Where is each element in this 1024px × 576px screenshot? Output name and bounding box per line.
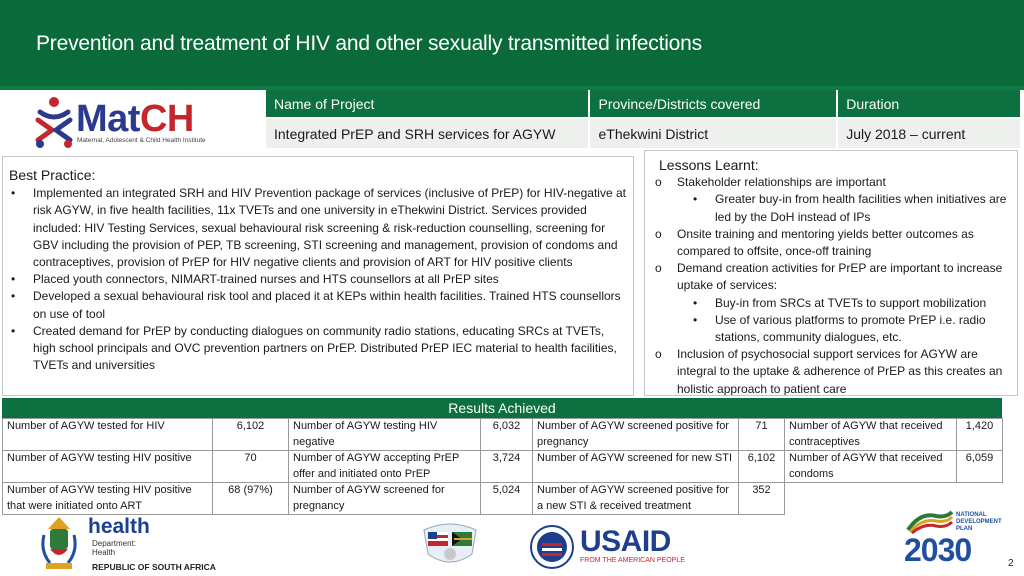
list-item: o Onsite training and mentoring yields b… xyxy=(651,226,1011,260)
result-value: 6,102 xyxy=(212,418,289,451)
result-value: 6,059 xyxy=(956,450,1003,483)
ndp-label: NATIONAL DEVELOPMENT PLAN xyxy=(956,512,1002,533)
project-province: eThekwini District xyxy=(589,117,839,148)
bullet-marker: o xyxy=(655,347,662,362)
best-practice-title: Best Practice: xyxy=(9,167,96,183)
project-duration: July 2018 – current xyxy=(837,117,1022,148)
best-practice-list: Implemented an integrated SRH and HIV Pr… xyxy=(9,185,627,374)
lessons-learnt-title: Lessons Learnt: xyxy=(659,157,759,173)
match-wordmark-part1: Mat xyxy=(76,98,140,140)
result-label: Number of AGYW screened positive for pre… xyxy=(532,418,739,451)
lesson-text: Onsite training and mentoring yields bet… xyxy=(677,226,974,259)
page-title: Prevention and treatment of HIV and othe… xyxy=(36,32,702,55)
project-header-province: Province/Districts covered xyxy=(589,90,839,118)
result-label: Number of AGYW that received condoms xyxy=(784,450,957,483)
page-number: 2 xyxy=(1008,558,1014,569)
results-table: Number of AGYW tested for HIV 6,102 Numb… xyxy=(2,418,1003,515)
usaid-wordmark: USAID xyxy=(580,525,671,558)
usaid-logo: USAID FROM THE AMERICAN PEOPLE xyxy=(530,525,690,569)
result-label: Number of AGYW tested for HIV xyxy=(2,418,213,451)
list-item: o Demand creation activities for PrEP ar… xyxy=(651,260,1011,346)
bullet-marker: o xyxy=(655,226,662,241)
health-dept-line2: Health xyxy=(92,548,116,557)
table-row: Number of AGYW testing HIV positive that… xyxy=(2,482,1003,515)
list-item: Developed a sexual behavioural risk tool… xyxy=(9,288,627,322)
match-tagline: Maternal, Adolescent & Child Health Inst… xyxy=(77,137,206,144)
result-value: 6,032 xyxy=(480,418,533,451)
lesson-text: Demand creation activities for PrEP are … xyxy=(677,261,1003,293)
result-value: 71 xyxy=(738,418,785,451)
result-value: 6,102 xyxy=(738,450,785,483)
result-value: 1,420 xyxy=(956,418,1003,451)
list-item: Placed youth connectors, NIMART-trained … xyxy=(9,271,627,288)
match-wordmark: MatCH xyxy=(76,98,194,141)
project-value-row: Integrated PrEP and SRH services for AGY… xyxy=(266,117,1022,148)
usaid-tagline: FROM THE AMERICAN PEOPLE xyxy=(580,557,685,564)
bullet-marker: o xyxy=(655,261,662,276)
result-value: 68 (97%) xyxy=(212,482,289,515)
list-item: Implemented an integrated SRH and HIV Pr… xyxy=(9,185,627,271)
result-label: Number of AGYW that received contracepti… xyxy=(784,418,957,451)
result-label: Number of AGYW screened for new STI xyxy=(532,450,739,483)
list-item: Greater buy-in from health facilities wh… xyxy=(677,191,1011,225)
lesson-sublist: Greater buy-in from health facilities wh… xyxy=(677,191,1011,225)
coat-of-arms-icon xyxy=(41,517,77,569)
ndp-year: 2030 xyxy=(904,532,972,568)
result-value: 3,724 xyxy=(480,450,533,483)
result-label: Number of AGYW testing HIV positive that… xyxy=(2,482,213,515)
project-header-duration: Duration xyxy=(837,90,1022,118)
project-header-name: Name of Project xyxy=(266,90,591,118)
project-header-row: Name of Project Province/Districts cover… xyxy=(266,90,1022,118)
results-title: Results Achieved xyxy=(2,398,1002,418)
project-table: Name of Project Province/Districts cover… xyxy=(266,90,1022,148)
list-item: Buy-in from SRCs at TVETs to support mob… xyxy=(677,295,1011,312)
flag-swoosh-icon xyxy=(906,510,954,534)
table-row: Number of AGYW testing HIV positive 70 N… xyxy=(2,450,1003,483)
list-item: Use of various platforms to promote PrEP… xyxy=(677,312,1011,346)
table-row: Number of AGYW tested for HIV 6,102 Numb… xyxy=(2,418,1003,451)
health-wordmark: health xyxy=(88,515,150,538)
lessons-learnt-box: Lessons Learnt: o Stakeholder relationsh… xyxy=(644,150,1018,396)
project-name: Integrated PrEP and SRH services for AGY… xyxy=(266,117,591,148)
list-item: Created demand for PrEP by conducting di… xyxy=(9,323,627,375)
result-label: Number of AGYW screened for pregnancy xyxy=(288,482,481,515)
lesson-sublist: Buy-in from SRCs at TVETs to support mob… xyxy=(677,295,1011,347)
ndp-label-line1: NATIONAL xyxy=(956,512,987,518)
lesson-text: Stakeholder relationships are important xyxy=(677,175,886,190)
best-practice-box: Best Practice: Implemented an integrated… xyxy=(2,156,634,396)
lessons-list: o Stakeholder relationships are importan… xyxy=(651,174,1011,396)
result-label: Number of AGYW testing HIV positive xyxy=(2,450,213,483)
result-value: 352 xyxy=(738,482,785,515)
result-value: 70 xyxy=(212,450,289,483)
usaid-seal-icon xyxy=(530,525,574,569)
partner-seal-icon xyxy=(423,523,477,563)
result-value: 5,024 xyxy=(480,482,533,515)
ndp-2030-logo: NATIONAL DEVELOPMENT PLAN 2030 xyxy=(904,508,1002,568)
result-label: Number of AGYW screened positive for a n… xyxy=(532,482,739,515)
ndp-label-line2: DEVELOPMENT xyxy=(956,519,1002,525)
title-underline xyxy=(0,86,1024,90)
bullet-marker: o xyxy=(655,175,662,190)
health-dept-line1: Department: xyxy=(92,539,137,548)
match-emblem-icon xyxy=(35,97,73,148)
match-wordmark-part2: CH xyxy=(139,98,194,140)
list-item: o Inclusion of psychosocial support serv… xyxy=(651,346,1011,396)
health-department-logo: health Department: Health REPUBLIC OF SO… xyxy=(36,515,216,575)
health-country-label: REPUBLIC OF SOUTH AFRICA xyxy=(92,562,216,572)
health-department-label: Department: Health xyxy=(92,539,136,557)
result-label: Number of AGYW accepting PrEP offer and … xyxy=(288,450,481,483)
list-item: o Stakeholder relationships are importan… xyxy=(651,174,1011,226)
result-label: Number of AGYW testing HIV negative xyxy=(288,418,481,451)
lesson-text: Inclusion of psychosocial support servic… xyxy=(677,347,1003,396)
ndp-label-line3: PLAN xyxy=(956,526,973,532)
title-bar: Prevention and treatment of HIV and othe… xyxy=(0,0,1024,90)
